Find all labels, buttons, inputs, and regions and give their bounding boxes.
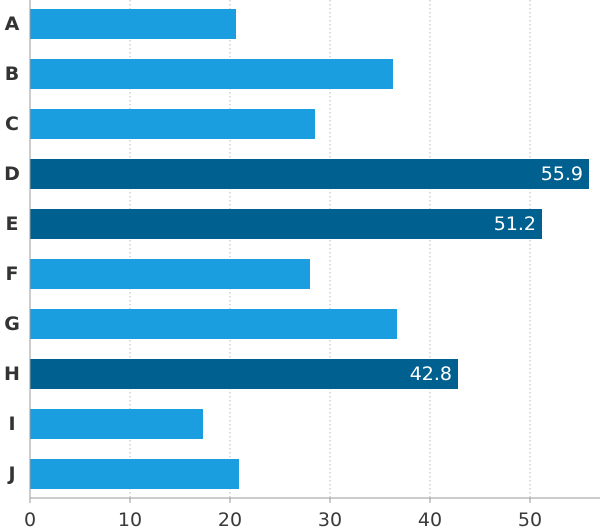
x-tick-label-50: 50 [518,509,542,530]
category-label-E: E [6,213,19,235]
data-label-H: 42.8 [410,363,452,385]
bar-I [30,409,203,439]
data-label-D: 55.9 [541,163,583,185]
bar-J [30,459,239,489]
category-label-C: C [5,113,19,135]
bar-B [30,59,393,89]
category-label-D: D [4,163,20,185]
category-label-G: G [4,313,20,335]
category-label-H: H [4,363,20,385]
x-tick-label-40: 40 [418,509,442,530]
category-label-F: F [6,263,19,285]
bar-F [30,259,310,289]
category-label-I: I [8,413,15,435]
bar-A [30,9,236,39]
bar-G [30,309,397,339]
bar-D [30,159,589,189]
x-tick-label-20: 20 [218,509,242,530]
x-tick-label-30: 30 [318,509,342,530]
bar-C [30,109,315,139]
data-labels: 55.9 51.2 42.8 [410,163,583,385]
category-label-J: J [6,463,15,485]
x-tick-label-10: 10 [118,509,142,530]
gridlines [129,0,531,498]
x-tick-label-0: 0 [24,509,36,530]
bar-H [30,359,458,389]
category-label-A: A [5,13,20,35]
bars [30,9,589,489]
category-label-B: B [5,63,19,85]
data-label-E: 51.2 [494,213,536,235]
x-axis: 0 10 20 30 40 50 [24,0,600,530]
category-labels: A B C D E F G H I J [4,13,20,485]
bar-E [30,209,542,239]
